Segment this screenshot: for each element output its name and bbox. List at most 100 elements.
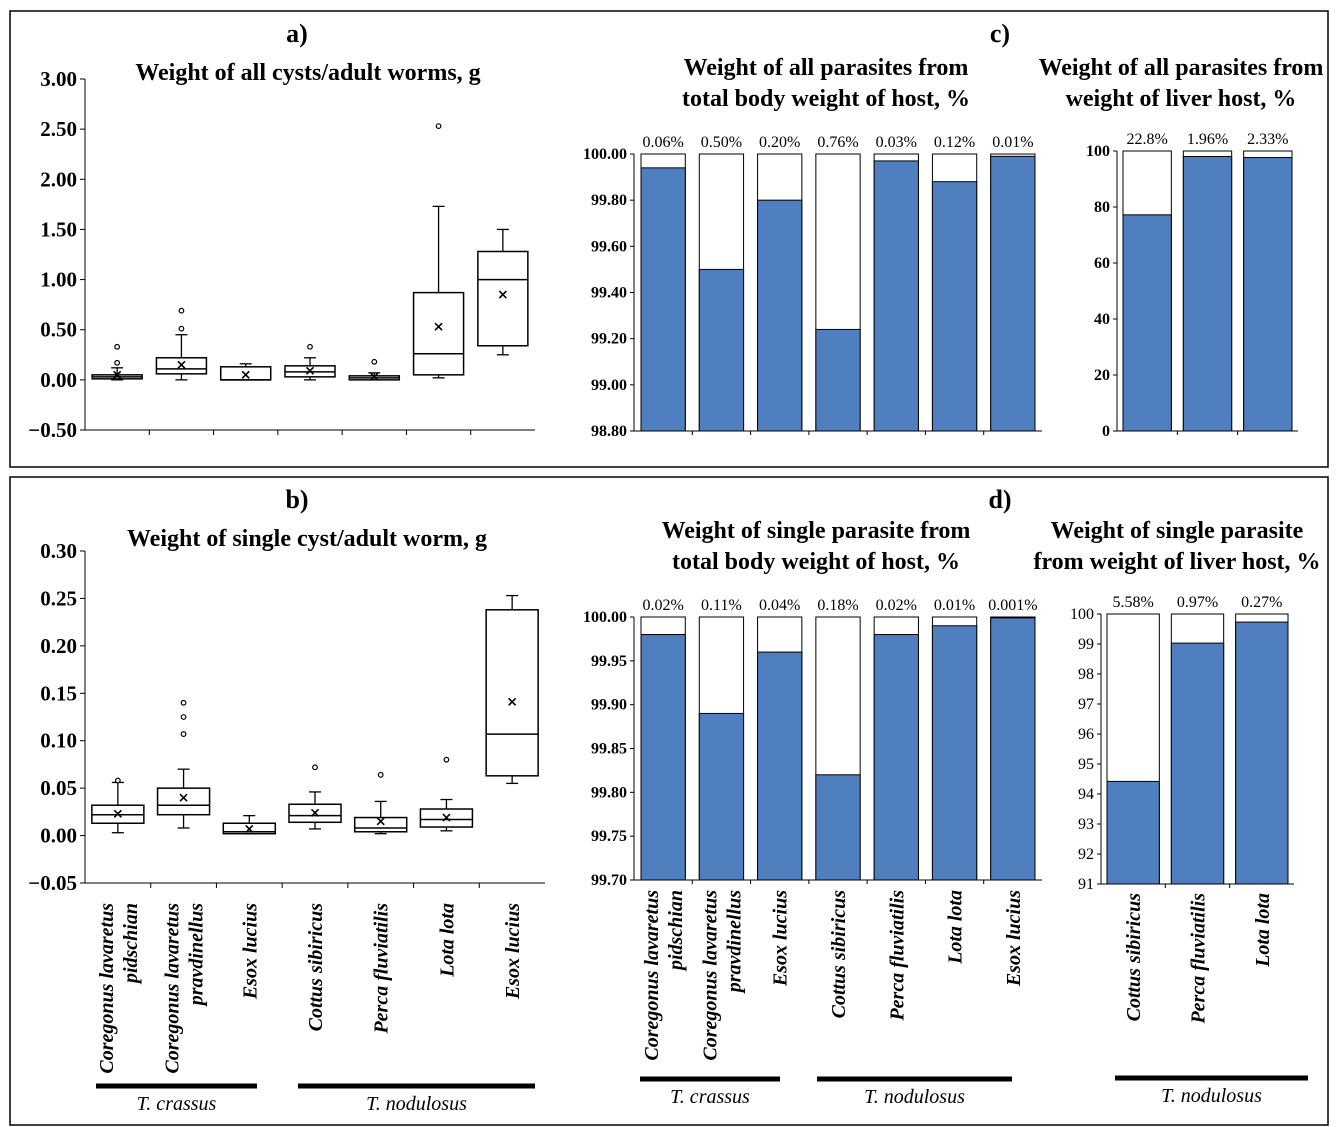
box <box>156 787 211 816</box>
bar-fill <box>1170 642 1225 885</box>
mean-marker <box>310 808 320 817</box>
category-label: Coregonus lavaretus <box>641 890 663 1061</box>
category-label: Cottus sibiricus <box>828 890 850 1019</box>
bar-data-label: 2.33% <box>1247 131 1288 148</box>
category-label: Cottus sibiricus <box>1123 893 1145 1022</box>
outlier-point <box>114 343 121 350</box>
box <box>485 609 539 777</box>
y-tick-label: 99.85 <box>591 741 627 758</box>
chart-c2-title-line2: weight of liver host, % <box>1066 86 1297 112</box>
box <box>412 291 465 376</box>
category-label: Coregonus lavaretus <box>699 890 721 1061</box>
chart-a-title: Weight of all cysts/adult worms, g <box>135 60 480 86</box>
bar-data-label: 22.8% <box>1127 131 1168 148</box>
category-label: Lota lota <box>945 890 967 965</box>
chart-c1-title-line1: Weight of all parasites from <box>684 55 969 81</box>
mean-marker <box>376 817 385 826</box>
y-tick-label: 1.00 <box>40 268 77 292</box>
bar-fill <box>815 774 861 881</box>
y-tick-label: 2.00 <box>40 167 77 191</box>
outlier-point <box>180 699 187 706</box>
outlier-point <box>178 307 185 314</box>
group-label: T. nodulosus <box>1161 1085 1262 1107</box>
y-tick-label: 40 <box>1094 311 1110 328</box>
panel-label-b: b) <box>285 485 308 514</box>
bar-data-label: 0.27% <box>1241 594 1282 611</box>
y-tick-label: 0.20 <box>40 634 77 658</box>
bar-data-label: 0.01% <box>992 134 1033 151</box>
mean-marker <box>177 360 186 369</box>
y-tick-label: 0.50 <box>40 318 77 342</box>
category-label: pravdinellus <box>186 903 208 1007</box>
mean-marker <box>508 697 517 706</box>
y-tick-label: 99.40 <box>591 285 627 302</box>
y-tick-label: 92 <box>1078 846 1094 863</box>
chart-c2-title-line1: Weight of all parasites from <box>1039 55 1324 81</box>
y-tick-label: 60 <box>1094 255 1110 272</box>
outlier-point <box>180 714 187 720</box>
y-tick-label: 99.80 <box>591 192 627 209</box>
y-tick-label: 100.00 <box>583 609 627 626</box>
bar-fill <box>873 634 919 881</box>
bottom-frame <box>9 476 1329 1126</box>
y-tick-label: 0.25 <box>40 586 77 610</box>
group-label: T. crassus <box>137 1093 217 1115</box>
bar-fill <box>931 625 978 881</box>
bar-fill <box>1182 155 1233 432</box>
y-tick-label: 0.10 <box>40 729 77 753</box>
outlier-point <box>377 771 384 778</box>
category-label: Perca fluviatilis <box>886 890 908 1022</box>
y-tick-label: 80 <box>1094 199 1110 216</box>
bar-data-label: 0.11% <box>701 597 742 614</box>
mean-marker <box>113 809 122 818</box>
panel-label-d: d) <box>988 485 1011 514</box>
category-label: Coregonus lavaretus <box>162 903 184 1074</box>
bar-data-label: 0.001% <box>988 597 1037 614</box>
top-frame <box>9 10 1329 468</box>
y-tick-label: 99.75 <box>591 828 627 845</box>
chart-d1-title-line2: total body weight of host, % <box>672 549 960 575</box>
bar-fill <box>931 181 978 432</box>
y-tick-label: 99.95 <box>591 653 627 670</box>
mean-marker <box>241 370 250 379</box>
category-label: Perca fluviatilis <box>371 903 393 1035</box>
category-label: Esox lucius <box>770 890 792 987</box>
y-tick-label: 0 <box>1102 423 1110 440</box>
bar-data-label: 0.02% <box>876 597 917 614</box>
bar-data-label: 0.04% <box>759 597 800 614</box>
bar-data-label: 0.20% <box>759 134 800 151</box>
panel-label-a: a) <box>286 19 308 48</box>
category-label: pidschian <box>665 890 687 972</box>
y-tick-label: 99.00 <box>591 377 627 394</box>
outlier-point <box>114 777 121 784</box>
y-tick-label: 0.00 <box>40 368 77 392</box>
outlier-point <box>312 764 318 771</box>
y-tick-label: 100 <box>1070 606 1094 623</box>
outlier-point <box>178 325 185 332</box>
mean-marker <box>245 824 254 833</box>
y-tick-label: 99.20 <box>591 331 627 348</box>
bar-fill <box>640 167 686 432</box>
outlier-point <box>307 343 313 350</box>
panel-label-c: c) <box>990 19 1010 48</box>
bar-fill <box>990 155 1036 432</box>
bar-fill <box>698 268 745 432</box>
y-tick-label: 97 <box>1078 696 1094 713</box>
y-tick-label: 1.50 <box>40 217 77 241</box>
y-tick-label: −0.05 <box>28 871 77 895</box>
outlier-point <box>443 756 450 763</box>
mean-marker <box>305 366 315 375</box>
box <box>353 816 408 833</box>
y-tick-label: 95 <box>1078 756 1094 773</box>
bar-data-label: 0.76% <box>817 134 858 151</box>
y-tick-label: 93 <box>1078 816 1094 833</box>
bar-data-label: 0.03% <box>876 134 917 151</box>
y-tick-label: 100.00 <box>583 146 627 163</box>
outlier-point <box>180 731 187 737</box>
box <box>219 366 272 381</box>
bar-data-label: 0.02% <box>642 597 683 614</box>
y-tick-label: 99.60 <box>591 238 627 255</box>
y-tick-label: 3.00 <box>40 67 77 91</box>
category-label: Lota lota <box>1252 893 1274 968</box>
y-tick-label: 2.50 <box>40 117 77 141</box>
